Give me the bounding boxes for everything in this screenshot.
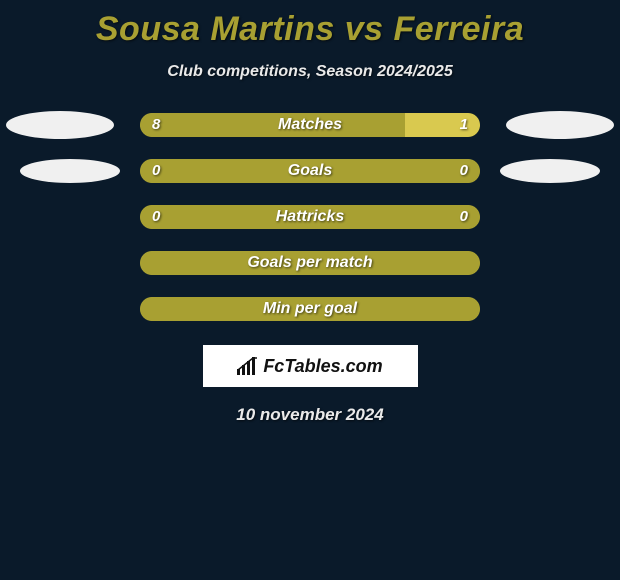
stat-bar: Goals0 0 bbox=[140, 159, 480, 183]
stat-value-right: 1 bbox=[460, 113, 468, 137]
page-title: Sousa Martins vs Ferreira bbox=[0, 0, 620, 49]
player-badge-right bbox=[506, 111, 614, 139]
stat-row: Goals0 0 bbox=[0, 159, 620, 183]
date-text: 10 november 2024 bbox=[0, 405, 620, 425]
stat-row: Hattricks0 0 bbox=[0, 205, 620, 229]
stat-label: Min per goal bbox=[140, 297, 480, 321]
logo-text: FcTables.com bbox=[263, 356, 382, 377]
logo-box: FcTables.com bbox=[203, 345, 418, 387]
stat-bar: Matches8 1 bbox=[140, 113, 480, 137]
stat-row: Matches8 1 bbox=[0, 113, 620, 137]
player-badge-right bbox=[500, 159, 600, 183]
logo: FcTables.com bbox=[237, 356, 382, 377]
stat-row: Min per goal bbox=[0, 297, 620, 321]
page-subtitle: Club competitions, Season 2024/2025 bbox=[0, 63, 620, 81]
stat-bar: Goals per match bbox=[140, 251, 480, 275]
chart-icon bbox=[237, 357, 259, 375]
stat-label: Goals per match bbox=[140, 251, 480, 275]
stat-bar: Min per goal bbox=[140, 297, 480, 321]
player-badge-left bbox=[6, 111, 114, 139]
stat-rows: Matches81Goals00Hattricks00Goals per mat… bbox=[0, 113, 620, 321]
stat-row: Goals per match bbox=[0, 251, 620, 275]
stat-value-left: 8 bbox=[152, 113, 160, 137]
stat-bar: Hattricks0 0 bbox=[140, 205, 480, 229]
stat-label: Goals bbox=[140, 159, 480, 183]
stat-value-left: 0 bbox=[152, 205, 160, 229]
stat-value-right: 0 bbox=[460, 159, 468, 183]
stat-label: Matches bbox=[140, 113, 480, 137]
stat-value-left: 0 bbox=[152, 159, 160, 183]
player-badge-left bbox=[20, 159, 120, 183]
stat-label: Hattricks bbox=[140, 205, 480, 229]
stat-value-right: 0 bbox=[460, 205, 468, 229]
